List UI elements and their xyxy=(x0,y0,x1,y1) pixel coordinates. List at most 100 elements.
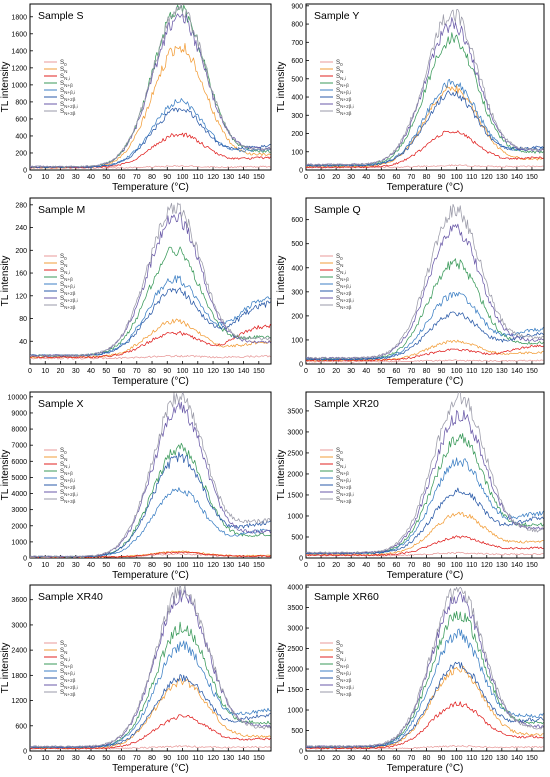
x-tick-label: 100 xyxy=(451,562,463,569)
series-line xyxy=(306,586,544,748)
y-tick-label: 3000 xyxy=(287,429,303,436)
x-tick-label: 140 xyxy=(511,562,523,569)
x-tick-label: 90 xyxy=(163,368,171,375)
y-tick-label: 4000 xyxy=(11,491,27,498)
x-tick-label: 30 xyxy=(72,755,80,762)
x-tick-label: 130 xyxy=(496,562,508,569)
x-tick-label: 60 xyxy=(392,368,400,375)
y-tick-label: 100 xyxy=(291,149,303,156)
x-tick-label: 20 xyxy=(57,562,65,569)
x-tick-label: 80 xyxy=(423,174,431,181)
x-tick-label: 50 xyxy=(102,174,110,181)
y-tick-label: 700 xyxy=(291,40,303,47)
legend-label: S0 xyxy=(336,640,343,648)
y-tick-label: 1000 xyxy=(11,82,27,89)
legend-label: SN xyxy=(60,647,67,655)
legend-label: SN xyxy=(60,454,67,462)
plot-frame xyxy=(29,3,272,171)
series-line xyxy=(306,223,544,360)
x-tick-label: 130 xyxy=(496,174,508,181)
legend-label: SN xyxy=(336,66,343,74)
y-tick-label: 300 xyxy=(291,289,303,296)
plot-frame xyxy=(29,391,272,559)
y-axis-label: TL intensity xyxy=(276,643,287,694)
x-tick-label: 120 xyxy=(481,368,493,375)
y-tick-label: 3000 xyxy=(11,507,27,514)
y-tick-label: 0 xyxy=(299,556,303,563)
y-tick-label: 3000 xyxy=(11,622,27,629)
x-tick-label: 20 xyxy=(57,368,65,375)
x-tick-label: 130 xyxy=(222,562,234,569)
y-tick-label: 5000 xyxy=(11,475,27,482)
legend-label: S0 xyxy=(336,447,343,455)
series-group xyxy=(30,392,271,558)
y-tick-label: 1200 xyxy=(11,65,27,72)
legend-label: S0 xyxy=(336,253,343,261)
legend-label: S0 xyxy=(60,253,67,261)
x-axis-label: Temperature (°C) xyxy=(387,182,464,193)
y-tick-label: 9000 xyxy=(11,410,27,417)
legend-label: SN,i xyxy=(60,461,70,469)
x-tick-label: 110 xyxy=(466,174,477,181)
series-group xyxy=(30,585,271,750)
x-tick-label: 10 xyxy=(317,174,325,181)
y-tick-label: 8000 xyxy=(11,427,27,434)
legend-label: SN+2β,i xyxy=(60,489,78,497)
y-tick-label: 2400 xyxy=(11,648,27,655)
y-tick-label: 1000 xyxy=(287,513,303,520)
x-tick-label: 100 xyxy=(451,368,463,375)
x-tick-label: 130 xyxy=(496,368,508,375)
x-tick-label: 90 xyxy=(438,174,446,181)
x-tick-label: 110 xyxy=(466,755,477,762)
chart-panel: Sample Q0 10 20 30 40 50 60 70 80 90 100 110 120 130 1… xyxy=(276,197,545,387)
x-tick-label: 80 xyxy=(423,562,431,569)
y-tick-label: 0 xyxy=(299,362,303,369)
x-tick-label: 40 xyxy=(362,562,370,569)
series-group xyxy=(306,586,544,750)
series-line xyxy=(306,409,544,555)
x-axis-label: Temperature (°C) xyxy=(112,182,189,193)
x-tick-label: 130 xyxy=(222,755,234,762)
y-tick-label: 6000 xyxy=(11,459,27,466)
x-tick-label: 0 xyxy=(304,368,308,375)
chart-title: Sample X xyxy=(38,398,84,410)
x-tick-label: 30 xyxy=(347,368,355,375)
x-tick-label: 80 xyxy=(423,755,431,762)
y-tick-label: 0 xyxy=(23,168,27,175)
y-axis-label: TL intensity xyxy=(0,62,11,113)
legend-label: SN+3β xyxy=(336,302,352,310)
x-axis-label: Temperature (°C) xyxy=(387,570,464,581)
y-tick-label: 3000 xyxy=(287,626,303,633)
chart-title: Sample XR20 xyxy=(314,398,379,410)
x-tick-label: 90 xyxy=(438,562,446,569)
series-line xyxy=(30,202,271,357)
y-tick-label: 1800 xyxy=(11,14,27,21)
chart-panel: Sample X 0 10 20 30 40 50 60 70 80 90 100 110 120 130 1… xyxy=(0,391,272,581)
x-tick-label: 100 xyxy=(177,174,189,181)
x-tick-label: 50 xyxy=(102,562,110,569)
y-tick-label: 1600 xyxy=(11,31,27,38)
x-tick-label: 70 xyxy=(133,562,141,569)
legend-label: SN+2β,i xyxy=(336,101,354,109)
x-tick-label: 150 xyxy=(526,755,538,762)
x-tick-label: 150 xyxy=(526,562,538,569)
series-line xyxy=(306,591,544,748)
x-tick-label: 110 xyxy=(192,174,203,181)
series-line xyxy=(306,487,544,555)
x-tick-label: 0 xyxy=(28,562,32,569)
y-tick-label: 2000 xyxy=(11,523,27,530)
legend-label: SN+β xyxy=(60,80,73,88)
y-tick-label: 0 xyxy=(299,749,303,756)
y-tick-label: 600 xyxy=(291,58,303,65)
x-tick-label: 50 xyxy=(377,562,385,569)
y-tick-label: 240 xyxy=(15,225,27,232)
legend-label: SN xyxy=(336,260,343,268)
plot-frame xyxy=(305,391,545,559)
y-tick-label: 1800 xyxy=(11,673,27,680)
legend-label: SN+β,i xyxy=(336,475,351,483)
y-tick-label: 600 xyxy=(291,217,303,224)
x-tick-label: 90 xyxy=(163,755,171,762)
chart-title: Sample Q xyxy=(314,204,361,216)
